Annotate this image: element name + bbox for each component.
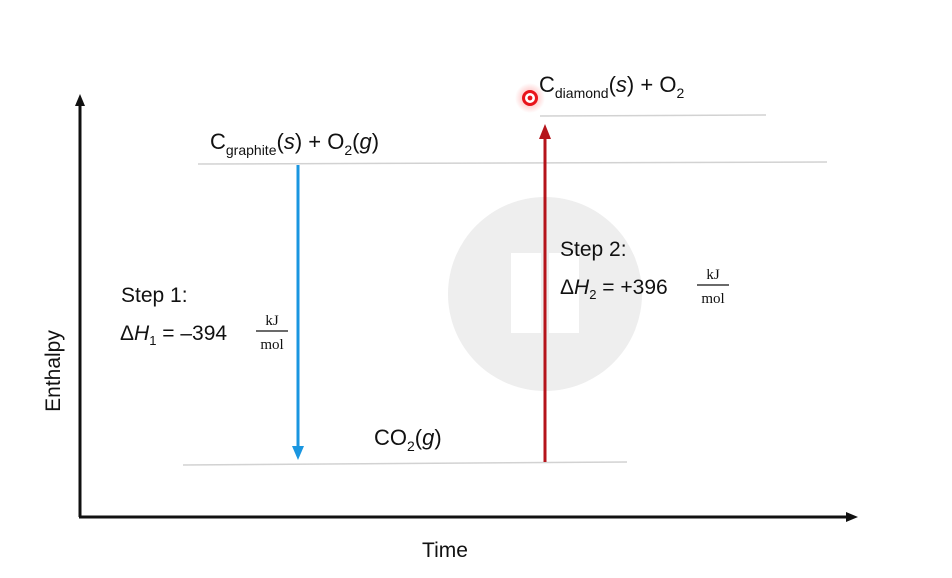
y-axis-arrowhead [75,94,85,106]
axes [75,94,858,522]
co2-level-label: CO2(g) [374,425,442,454]
step2-unit-numerator: kJ [706,267,720,283]
x-axis-label: Time [422,539,468,562]
diamond-level-label: Cdiamond(s) + O2 [539,72,684,101]
step1-title: Step 1: [121,284,188,307]
step2-title: Step 2: [560,238,627,261]
step2-unit-denominator: mol [701,291,724,307]
step2-equation: ΔH2 = +396 [560,276,668,302]
step2-unit: kJ mol [697,267,729,307]
co2-level-line [182,461,628,466]
graphite-level-line [197,161,828,165]
laser-pointer-icon [515,83,545,113]
step1-equation: ΔH1 = –394 [120,322,227,348]
step1-unit-denominator: mol [260,337,283,353]
y-axis-label: Enthalpy [42,330,65,412]
step1-unit: kJ mol [256,313,288,353]
diamond-level-line [539,114,767,117]
step1-arrow [292,165,304,460]
x-axis-arrowhead [846,512,858,522]
step1-unit-numerator: kJ [265,313,279,329]
step2-arrow [539,124,551,462]
graphite-level-label: Cgraphite(s) + O2(g) [210,129,379,158]
